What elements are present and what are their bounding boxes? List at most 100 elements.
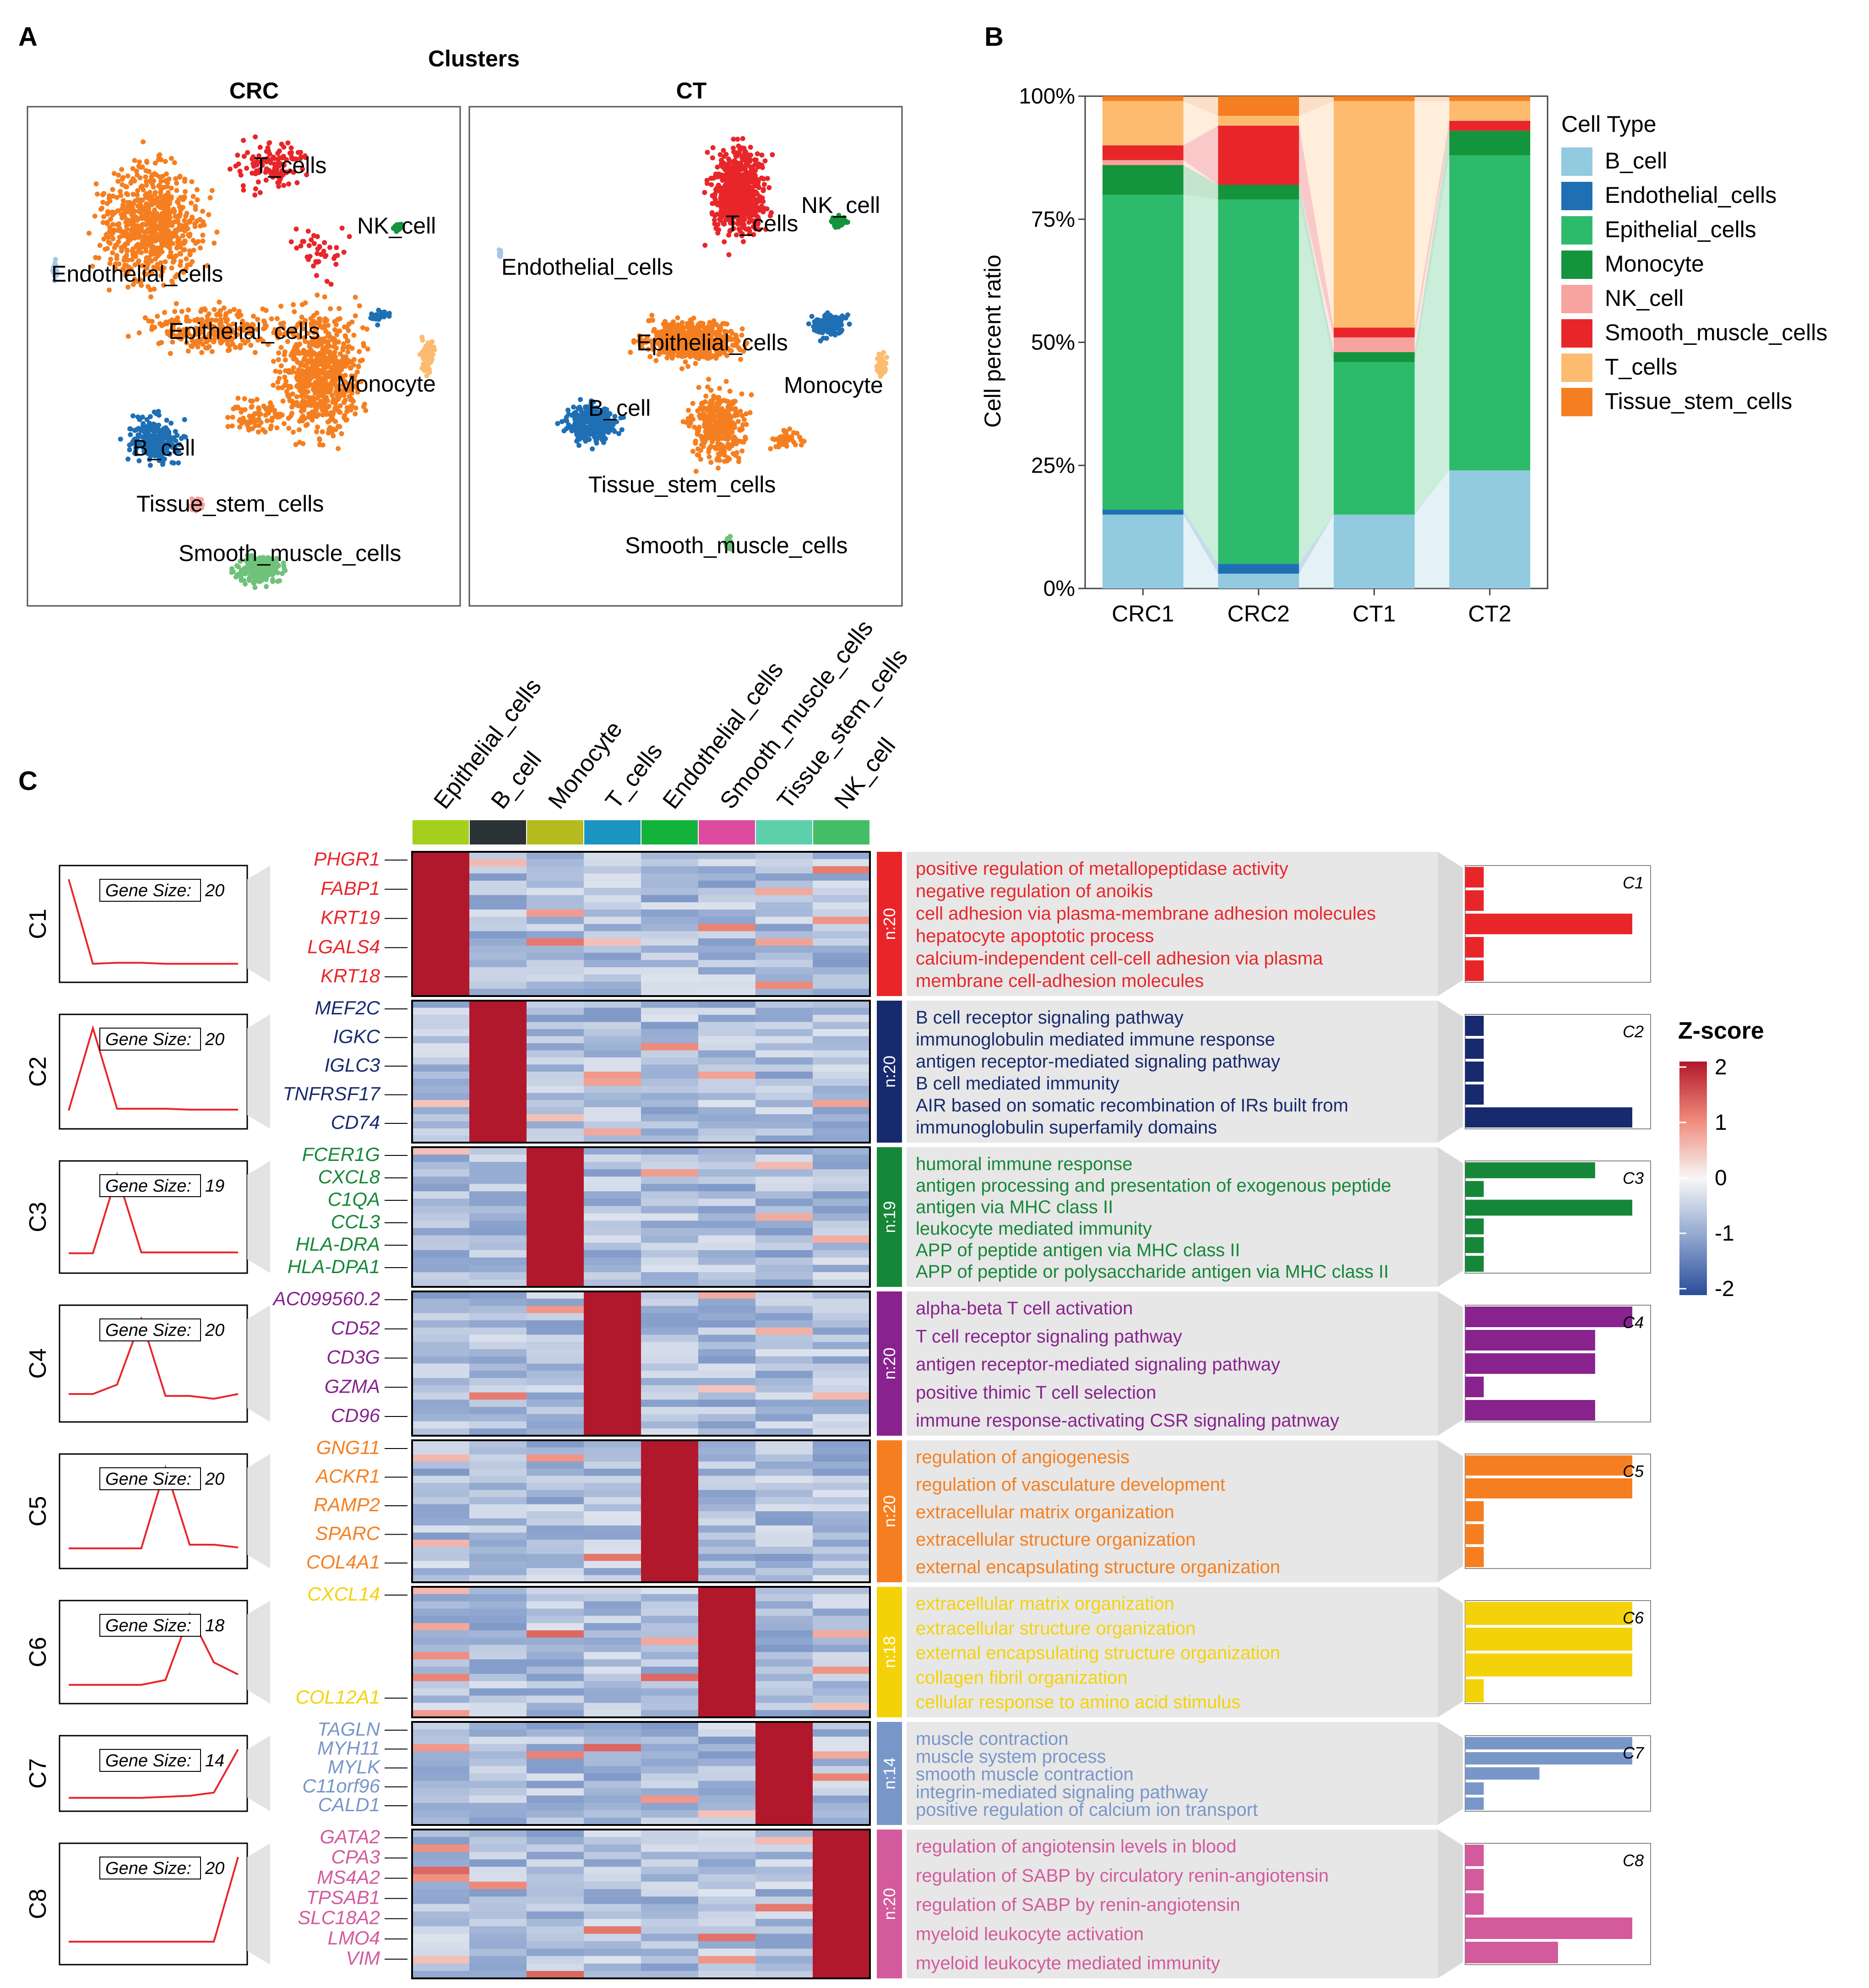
- umap-crc-points: [50, 134, 437, 590]
- umap-point: [566, 411, 571, 417]
- heatmap-cell: [755, 852, 813, 860]
- umap-point: [347, 344, 352, 349]
- umap-point: [715, 230, 721, 236]
- umap-point: [619, 427, 625, 432]
- umap-point: [158, 157, 164, 163]
- heatmap-cell: [469, 852, 527, 860]
- umap-point: [284, 389, 289, 394]
- umap-crc-label-nkcell: NK_cell: [357, 213, 436, 239]
- umap-ct-label-tissuestem: Tissue_stem_cells: [588, 472, 776, 497]
- umap-point: [302, 416, 307, 421]
- umap-point: [354, 369, 360, 375]
- umap-point: [230, 414, 235, 420]
- umap-point: [173, 176, 179, 181]
- heatmap-cell: [641, 924, 699, 931]
- umap-point: [290, 391, 295, 397]
- umap-point: [111, 171, 117, 176]
- umap-point: [172, 160, 177, 165]
- umap-point: [351, 398, 356, 404]
- umap-point: [198, 223, 203, 229]
- umap-point: [114, 253, 120, 258]
- umap-point: [115, 179, 121, 184]
- umap-point: [253, 186, 258, 191]
- umap-point: [256, 423, 262, 428]
- umap-point: [717, 458, 723, 463]
- heatmap-cell: [469, 910, 527, 917]
- heatmap-cell: [698, 895, 756, 903]
- umap-point: [283, 379, 289, 384]
- heatmap-cell: [412, 910, 470, 917]
- umap-point: [332, 327, 337, 332]
- umap-point: [766, 185, 772, 191]
- umap-point: [321, 336, 327, 342]
- umap-point: [335, 397, 341, 402]
- umap-point: [799, 442, 804, 448]
- umap-point: [333, 369, 338, 374]
- umap-point: [592, 433, 597, 439]
- umap-point: [167, 230, 173, 236]
- umap-point: [590, 446, 595, 452]
- umap-point: [322, 374, 328, 379]
- heatmap-cell: [755, 859, 813, 866]
- umap-point: [125, 192, 130, 197]
- umap-point: [315, 372, 321, 378]
- umap-point: [267, 140, 272, 146]
- bar-segment-Epithelial_cells: [1449, 155, 1531, 470]
- umap-point: [294, 245, 299, 251]
- umap-point: [158, 216, 164, 222]
- umap-point: [157, 222, 163, 228]
- umap-point: [325, 342, 331, 348]
- umap-point: [312, 363, 317, 369]
- umap-point: [185, 262, 190, 268]
- umap-point: [333, 261, 339, 267]
- umap-point: [119, 206, 125, 212]
- umap-point: [702, 190, 707, 195]
- umap-point: [150, 181, 155, 186]
- bar-segment-NK_cell: [1333, 337, 1415, 352]
- umap-point: [276, 350, 282, 356]
- umap-point: [152, 190, 158, 195]
- umap-point: [286, 425, 292, 431]
- umap-point: [177, 223, 182, 229]
- umap-point: [357, 303, 362, 309]
- umap-point: [206, 212, 212, 218]
- umap-point: [119, 167, 125, 172]
- umap-point: [182, 218, 187, 223]
- umap-point: [177, 174, 182, 180]
- umap-point: [183, 189, 188, 194]
- umap-point: [125, 173, 130, 179]
- umap-point: [326, 430, 331, 436]
- umap-point: [154, 196, 160, 201]
- panel-label-c: C: [18, 766, 38, 796]
- umap-point: [356, 364, 361, 370]
- umap-point: [728, 404, 733, 410]
- umap-point: [129, 257, 135, 262]
- umap-point: [320, 354, 326, 359]
- umap-point: [149, 174, 154, 180]
- umap-point: [375, 316, 380, 321]
- umap-point: [762, 158, 768, 163]
- umap-point: [709, 423, 714, 428]
- umap-point: [124, 253, 129, 258]
- umap-point: [313, 358, 319, 363]
- umap-point: [299, 321, 304, 326]
- umap-point: [336, 339, 341, 345]
- umap-point: [342, 398, 348, 403]
- legend-label: Epithelial_cells: [1605, 217, 1756, 242]
- umap-point: [329, 392, 335, 398]
- heatmap-cell: [527, 895, 584, 903]
- umap-point: [214, 229, 220, 235]
- umap-crc-label-tissuestem: Tissue_stem_cells: [136, 491, 324, 517]
- umap-point: [165, 180, 170, 185]
- umap-point: [141, 222, 146, 227]
- umap-point: [270, 579, 276, 584]
- umap-point: [122, 212, 127, 217]
- umap-point: [737, 175, 742, 181]
- bar-segment-B_cell: [1333, 514, 1415, 588]
- umap-point: [664, 355, 670, 360]
- umap-facet-crc-frame: [27, 106, 461, 607]
- umap-point: [118, 229, 124, 234]
- umap-point: [292, 309, 297, 315]
- umap-point: [332, 319, 337, 324]
